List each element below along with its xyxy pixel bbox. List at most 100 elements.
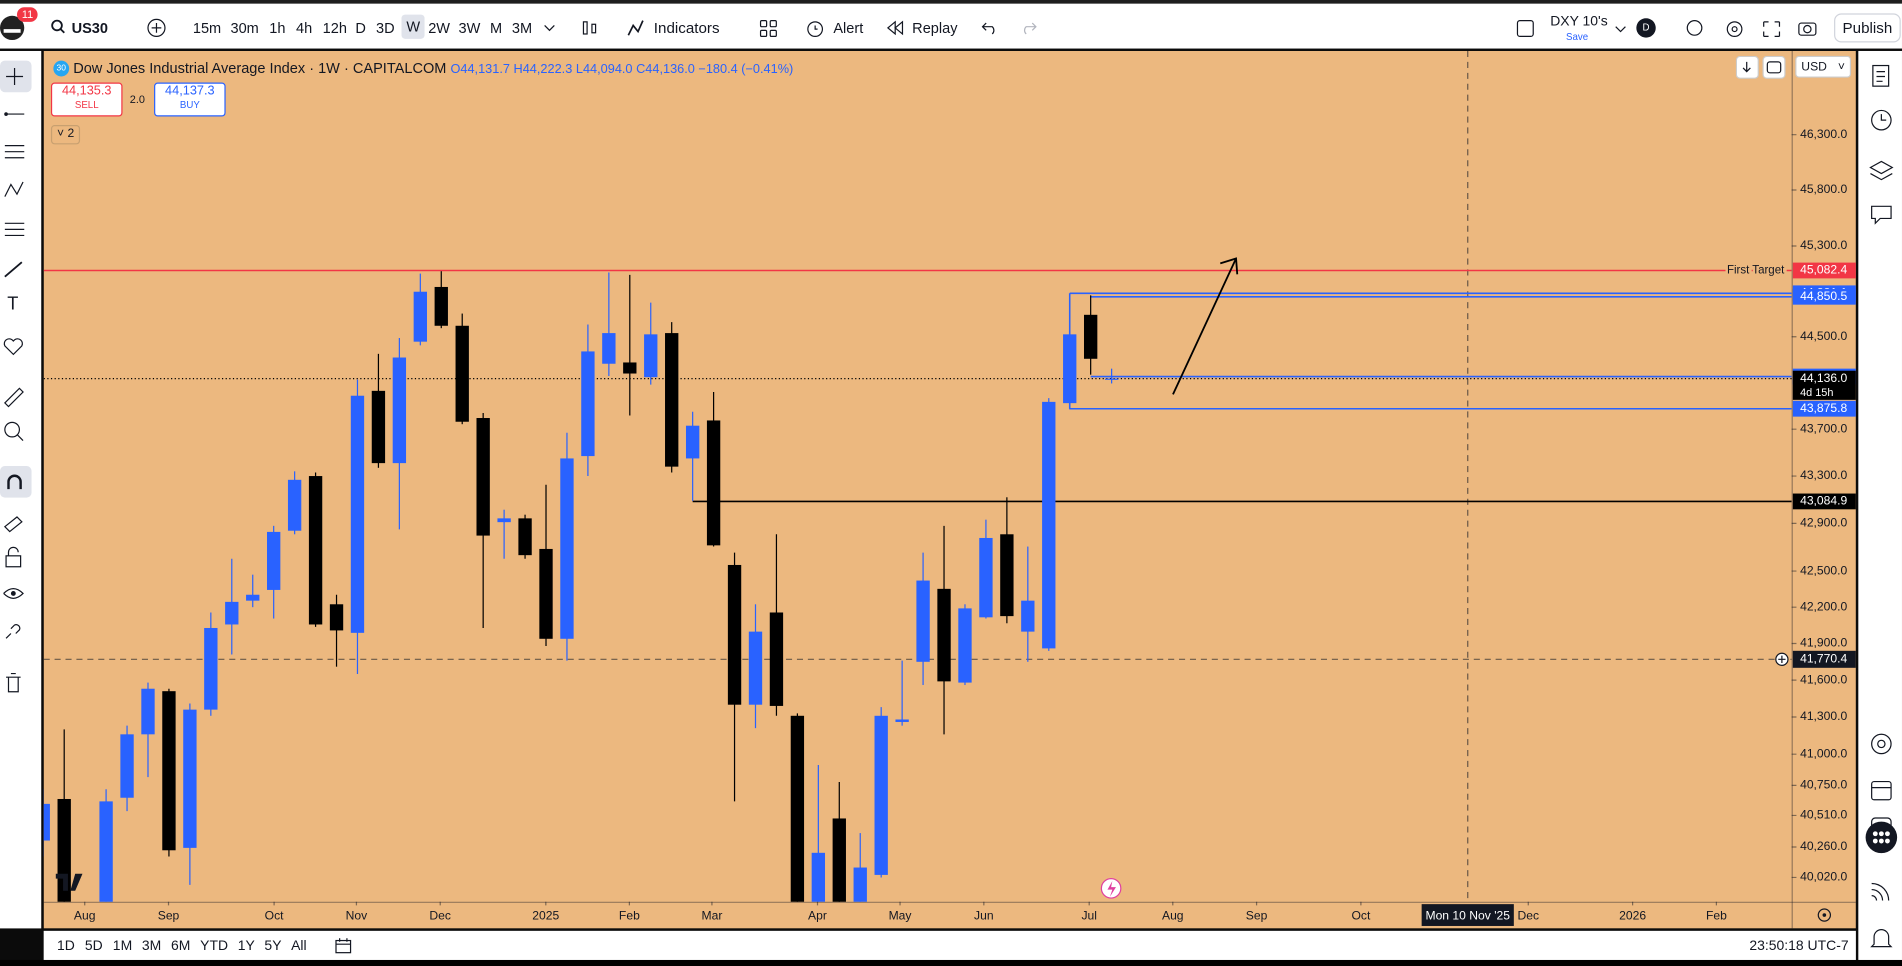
toolbar-icons[interactable]: [1685, 18, 1831, 40]
indicators-icon[interactable]: [626, 18, 645, 37]
candle-body: [560, 458, 574, 639]
y-tick-label: 45,800.0: [1800, 182, 1847, 196]
x-tick-label: Jun: [974, 908, 994, 922]
legend-title: Dow Jones Industrial Average Index · 1W …: [73, 59, 447, 77]
notification-badge[interactable]: 11: [16, 7, 39, 22]
candle-body: [958, 608, 972, 683]
timeframe[interactable]: 15m: [192, 19, 222, 37]
price-tag-label: 44,136.0: [1800, 371, 1847, 385]
y-tick-label: 44,500.0: [1800, 329, 1847, 343]
date-range-icon[interactable]: [335, 938, 352, 954]
drawing-toolbar: T: [0, 50, 42, 929]
clock[interactable]: 23:50:18 UTC-7: [1749, 939, 1849, 954]
alert-icon[interactable]: [805, 18, 824, 38]
range-button[interactable]: 1D: [57, 939, 75, 954]
timeframe[interactable]: 1h: [269, 19, 286, 37]
save-button[interactable]: Save: [1565, 31, 1589, 43]
candle-body: [832, 818, 846, 902]
sidebar-icons[interactable]: [1858, 51, 1902, 960]
avatar[interactable]: D: [1636, 18, 1656, 38]
templates-icon[interactable]: [759, 19, 777, 38]
price-tag: [1792, 370, 1856, 387]
chevron[interactable]: [543, 23, 555, 33]
add-symbol[interactable]: [147, 18, 166, 38]
bottom-bar: 1D 5D 1M 3M 6M YTD 1Y 5Y All 23:50:18 UT…: [43, 930, 1856, 960]
currency-select[interactable]: USD ˅: [1795, 55, 1852, 78]
sell-label: SELL: [74, 99, 99, 111]
timeframe[interactable]: D: [355, 19, 366, 37]
x-tick-label: Feb: [619, 908, 640, 922]
buy-price: 44,137.3: [165, 83, 215, 99]
candle-body: [874, 715, 888, 875]
settings-icon[interactable]: [1817, 908, 1832, 922]
chart-type[interactable]: [580, 18, 599, 37]
candle-body: [581, 351, 595, 457]
candle-body: [183, 709, 197, 848]
symbol[interactable]: US30: [71, 19, 108, 37]
range-button[interactable]: 1M: [112, 939, 133, 954]
range-button[interactable]: 1Y: [237, 939, 255, 954]
spread: 2.0: [129, 93, 145, 106]
replay-button[interactable]: Replay: [912, 19, 958, 37]
timeframe[interactable]: 3W: [458, 19, 481, 37]
x-tick-label: 2026: [1619, 908, 1646, 922]
ohlc-value: 44,222.3: [522, 61, 573, 77]
sell-button[interactable]: 44,135.3 SELL: [50, 82, 123, 117]
x-tick-label: Sep: [1246, 908, 1268, 922]
candle-body: [162, 691, 176, 851]
indicators-collapse[interactable]: ˅ 2: [50, 125, 81, 145]
replay-icon[interactable]: [886, 20, 904, 36]
candle-body: [392, 357, 407, 464]
undo[interactable]: [981, 21, 998, 36]
y-tick-label: 43,300.0: [1800, 468, 1847, 482]
range-button[interactable]: 3M: [141, 939, 162, 954]
right-sidebar: [1858, 50, 1902, 960]
buy-button[interactable]: 44,137.3 BUY: [154, 82, 226, 117]
candle-body: [623, 362, 637, 374]
range-button[interactable]: 5Y: [264, 939, 282, 954]
timeframe[interactable]: 3D: [376, 19, 395, 37]
price-tag-label: 43,875.8: [1800, 401, 1847, 415]
candle-body: [455, 325, 469, 422]
range-button[interactable]: YTD: [200, 939, 229, 954]
y-tick-label: 40,750.0: [1800, 778, 1847, 792]
ohlc-label: C: [636, 61, 646, 77]
layout-name[interactable]: DXY 10's: [1550, 14, 1608, 30]
x-tick-label: 2025: [532, 908, 559, 922]
y-tick-label: 41,000.0: [1800, 746, 1847, 760]
x-tick-label: Aug: [74, 908, 96, 922]
range-button[interactable]: All: [291, 939, 307, 954]
price-tag: [1792, 400, 1856, 417]
crosshair-x-label: Mon 10 Nov '25: [1425, 908, 1510, 922]
range-button[interactable]: 5D: [84, 939, 103, 954]
candle-body: [790, 715, 805, 902]
range-button[interactable]: 6M: [171, 939, 191, 954]
drawing-tools[interactable]: T: [0, 51, 41, 928]
alert-button[interactable]: Alert: [833, 19, 864, 37]
redo[interactable]: [1020, 21, 1037, 36]
x-tick-label: Mar: [701, 908, 722, 922]
timeframe[interactable]: 3M: [511, 19, 533, 37]
layout-icon[interactable]: [1516, 19, 1534, 38]
timeframe[interactable]: 4h: [295, 19, 313, 37]
x-tick-label: Apr: [808, 908, 827, 922]
chevron[interactable]: [1615, 24, 1627, 34]
candle-body: [916, 580, 930, 662]
timeframe[interactable]: M: [490, 19, 503, 37]
candle-body: [434, 286, 448, 326]
timeframe[interactable]: 12h: [322, 19, 347, 37]
search-icon[interactable]: [51, 19, 66, 34]
svg-text:T: T: [7, 293, 18, 313]
publish-button[interactable]: Publish: [1834, 13, 1901, 43]
trend-arrow: [1172, 257, 1239, 395]
indicators-button[interactable]: Indicators: [653, 19, 720, 37]
lightning-icon[interactable]: [1100, 878, 1122, 899]
x-tick-label: Nov: [346, 908, 368, 922]
timeframe[interactable]: 2W: [428, 19, 451, 37]
timeframe[interactable]: 30m: [230, 19, 259, 37]
timeframe-active[interactable]: W: [401, 14, 425, 39]
y-tick-label: 41,600.0: [1800, 672, 1847, 686]
candle-body: [979, 537, 993, 618]
chart-buttons[interactable]: [1735, 55, 1789, 79]
